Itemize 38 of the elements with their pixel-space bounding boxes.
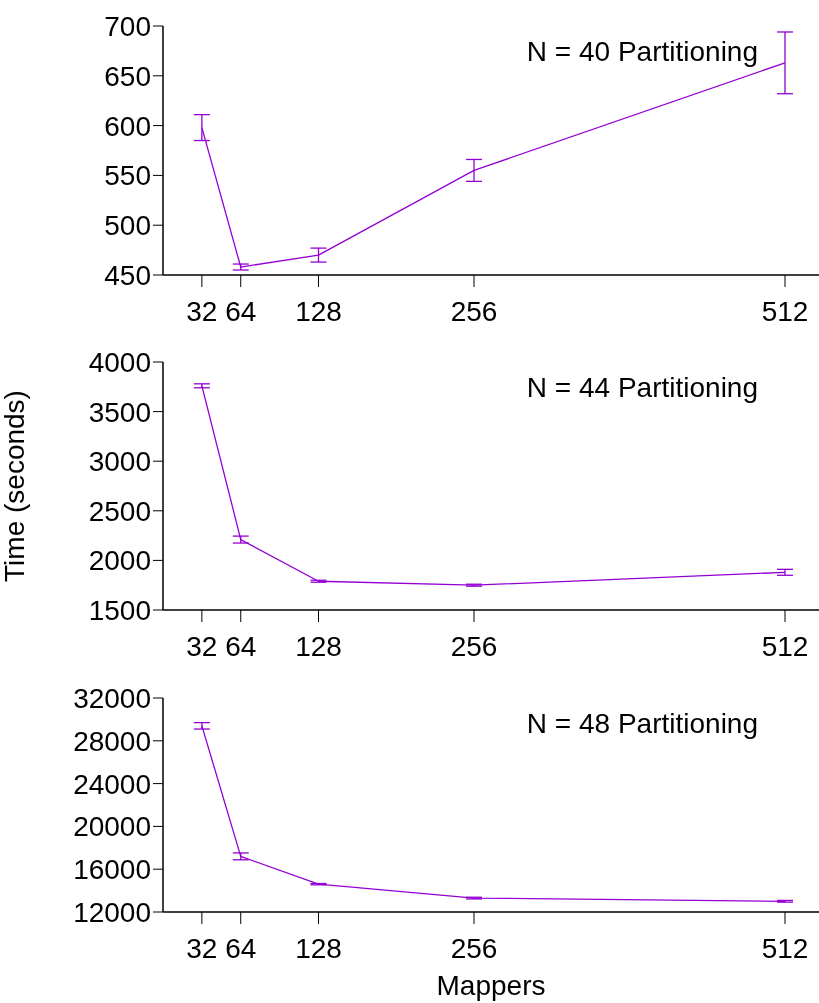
y-tick-label: 2000 [88,545,151,577]
y-tick-label: 700 [104,10,151,42]
x-tick-label: 32 [186,630,218,662]
y-axis-title: Time (seconds) [0,390,30,582]
y-tick-label: 12000 [73,896,151,928]
x-tick-label: 512 [761,932,809,964]
y-tick-label: 24000 [73,768,151,800]
y-tick-label: 1500 [88,594,151,626]
x-tick-label: 64 [225,295,257,327]
annotation: N = 44 Partitioning [526,372,758,404]
y-tick-label: 450 [104,259,151,291]
x-axis-title: Mappers [436,970,546,1001]
x-tick-label: 32 [186,295,218,327]
y-tick-label: 500 [104,210,151,242]
y-tick-label: 32000 [73,682,151,714]
x-tick-label: 256 [450,295,498,327]
y-tick-label: 650 [104,60,151,92]
x-tick-label: 256 [450,932,498,964]
x-tick-label: 64 [225,630,257,662]
x-tick-label: 512 [761,630,809,662]
y-tick-label: 4000 [88,346,151,378]
y-tick-label: 3500 [88,396,151,428]
x-tick-label: 64 [225,932,257,964]
y-tick-label: 550 [104,160,151,192]
annotation: N = 48 Partitioning [526,708,758,740]
y-tick-label: 3000 [88,446,151,478]
annotation: N = 40 Partitioning [526,36,758,68]
y-tick-label: 16000 [73,854,151,886]
y-tick-label: 600 [104,110,151,142]
x-tick-label: 128 [295,630,342,662]
x-tick-label: 32 [186,932,218,964]
x-tick-label: 256 [450,630,498,662]
x-tick-label: 512 [761,295,809,327]
y-tick-label: 2500 [88,495,151,527]
y-tick-label: 28000 [73,725,151,757]
x-tick-label: 128 [295,295,342,327]
x-tick-label: 128 [295,932,342,964]
y-tick-label: 20000 [73,811,151,843]
